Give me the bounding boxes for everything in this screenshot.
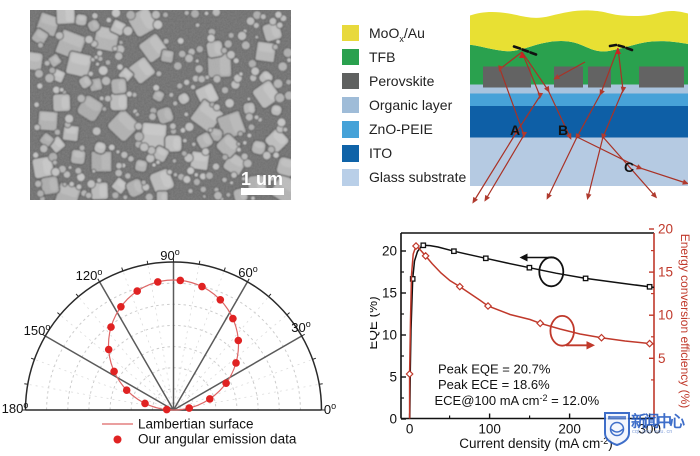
svg-text:A: A: [510, 122, 520, 138]
svg-text:1 um: 1 um: [241, 169, 283, 189]
svg-text:新闻中心: 新闻中心: [631, 412, 685, 431]
svg-text:20: 20: [658, 222, 673, 237]
svg-text:60o: 60o: [238, 264, 257, 280]
svg-text:0o: 0o: [324, 401, 336, 417]
svg-text:EQE (%): EQE (%): [370, 296, 380, 349]
svg-text:0: 0: [389, 412, 397, 427]
svg-text:30o: 30o: [291, 319, 310, 335]
svg-text:120o: 120o: [76, 267, 103, 283]
svg-text:cqt. jmu. edu. cn: cqt. jmu. edu. cn: [632, 429, 672, 435]
svg-text:Current density (mA cm-2): Current density (mA cm-2): [459, 436, 613, 451]
svg-text:B: B: [558, 122, 568, 138]
svg-text:C: C: [624, 159, 634, 175]
svg-text:180o: 180o: [2, 400, 29, 416]
svg-text:10: 10: [658, 308, 673, 323]
svg-text:5: 5: [658, 351, 666, 366]
svg-text:10: 10: [382, 328, 397, 343]
svg-text:20: 20: [382, 244, 397, 259]
svg-text:300: 300: [638, 422, 661, 437]
svg-text:15: 15: [658, 265, 673, 280]
svg-text:Our angular emission data: Our angular emission data: [138, 432, 297, 447]
svg-text:15: 15: [382, 286, 397, 301]
svg-text:200: 200: [558, 422, 581, 437]
svg-text:Peak ECE = 18.6%: Peak ECE = 18.6%: [438, 377, 550, 392]
svg-text:100: 100: [478, 422, 501, 437]
svg-text:Peak EQE = 20.7%: Peak EQE = 20.7%: [438, 362, 551, 377]
svg-text:0: 0: [406, 422, 414, 437]
svg-text:Lambertian surface: Lambertian surface: [138, 417, 254, 432]
svg-text:90o: 90o: [160, 247, 179, 263]
svg-text:150o: 150o: [24, 322, 51, 338]
svg-text:5: 5: [389, 370, 397, 385]
svg-text:ECE@100 mA cm-2 = 12.0%: ECE@100 mA cm-2 = 12.0%: [435, 393, 600, 408]
svg-text:Energy conversion efficiency (: Energy conversion efficiency (%): [678, 234, 692, 409]
